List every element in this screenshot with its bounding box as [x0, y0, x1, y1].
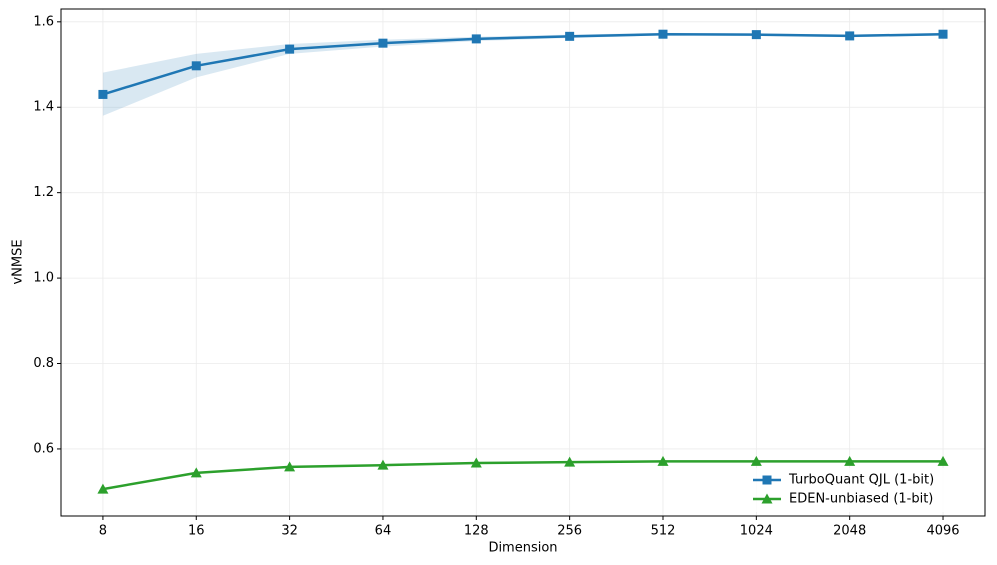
marker — [750, 455, 762, 466]
y-tick-label: 1.2 — [33, 185, 54, 200]
marker — [565, 31, 575, 41]
series-line — [102, 32, 944, 96]
x-tick-label: 512 — [651, 524, 676, 539]
marker — [938, 29, 948, 39]
marker — [845, 31, 855, 41]
marker — [190, 467, 202, 478]
x-tick-label: 4096 — [926, 524, 959, 539]
marker — [844, 455, 856, 466]
plot-frame — [60, 8, 986, 517]
legend-label: EDEN-unbiased (1-bit) — [789, 492, 933, 507]
legend: TurboQuant QJL (1-bit) EDEN-unbiased (1-b… — [745, 468, 955, 512]
marker — [378, 38, 388, 48]
marker — [284, 461, 296, 472]
marker — [564, 456, 576, 467]
series-line — [102, 460, 944, 491]
x-tick-label: 2048 — [833, 524, 866, 539]
y-axis-label: vNMSE — [11, 239, 26, 284]
y-tick-label: 0.6 — [33, 441, 54, 456]
x-tick-label: 1024 — [740, 524, 773, 539]
x-tick-label: 256 — [557, 524, 582, 539]
marker — [751, 30, 761, 40]
x-tick-label: 32 — [281, 524, 298, 539]
y-tick-label: 1.4 — [33, 100, 54, 115]
y-tick-label: 1.6 — [33, 14, 54, 29]
marker — [377, 459, 389, 470]
x-tick-label: 16 — [188, 524, 205, 539]
x-tick-label: 128 — [464, 524, 489, 539]
error-band — [102, 32, 944, 116]
marker — [470, 457, 482, 468]
marker — [657, 455, 669, 466]
y-tick-label: 1.0 — [33, 271, 54, 286]
marker — [98, 89, 108, 99]
marker — [658, 29, 668, 39]
legend-marker — [761, 493, 773, 504]
legend-box — [745, 468, 955, 512]
marker — [97, 483, 109, 494]
x-tick-label: 64 — [375, 524, 392, 539]
marker — [937, 455, 949, 466]
y-tick-label: 0.8 — [33, 356, 54, 371]
marker — [285, 44, 295, 54]
x-tick-label: 8 — [99, 524, 107, 539]
legend-marker — [762, 475, 772, 485]
marker — [471, 34, 481, 44]
x-axis-label: Dimension — [488, 541, 557, 556]
legend-label: TurboQuant QJL (1-bit) — [788, 473, 934, 488]
marker — [191, 61, 201, 71]
